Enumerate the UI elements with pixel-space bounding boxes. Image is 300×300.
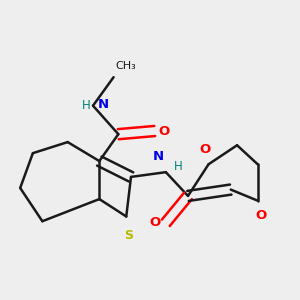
Text: N: N [98,98,109,111]
Text: O: O [200,143,211,156]
Text: H: H [82,99,91,112]
Text: O: O [158,124,169,137]
Text: H: H [174,160,182,173]
Text: S: S [124,229,133,242]
Text: O: O [255,208,266,222]
Text: N: N [153,150,164,163]
Text: O: O [150,216,161,229]
Text: CH₃: CH₃ [115,61,136,71]
